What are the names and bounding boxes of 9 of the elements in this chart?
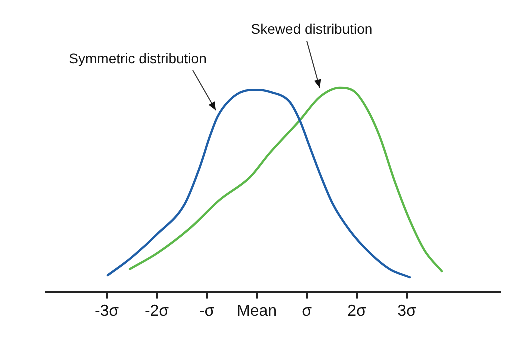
x-tick-label: σ (302, 302, 312, 320)
x-tick-label: -3σ (94, 302, 120, 320)
x-tick-label: -2σ (144, 302, 170, 320)
x-tick-label: -σ (199, 302, 215, 320)
annotation: Symmetric distribution (69, 50, 207, 66)
x-tick-label: 3σ (398, 302, 417, 320)
annotation: Skewed distribution (251, 20, 373, 37)
x-tick-label: 2σ (348, 302, 367, 320)
x-tick-label: Mean (236, 302, 278, 320)
